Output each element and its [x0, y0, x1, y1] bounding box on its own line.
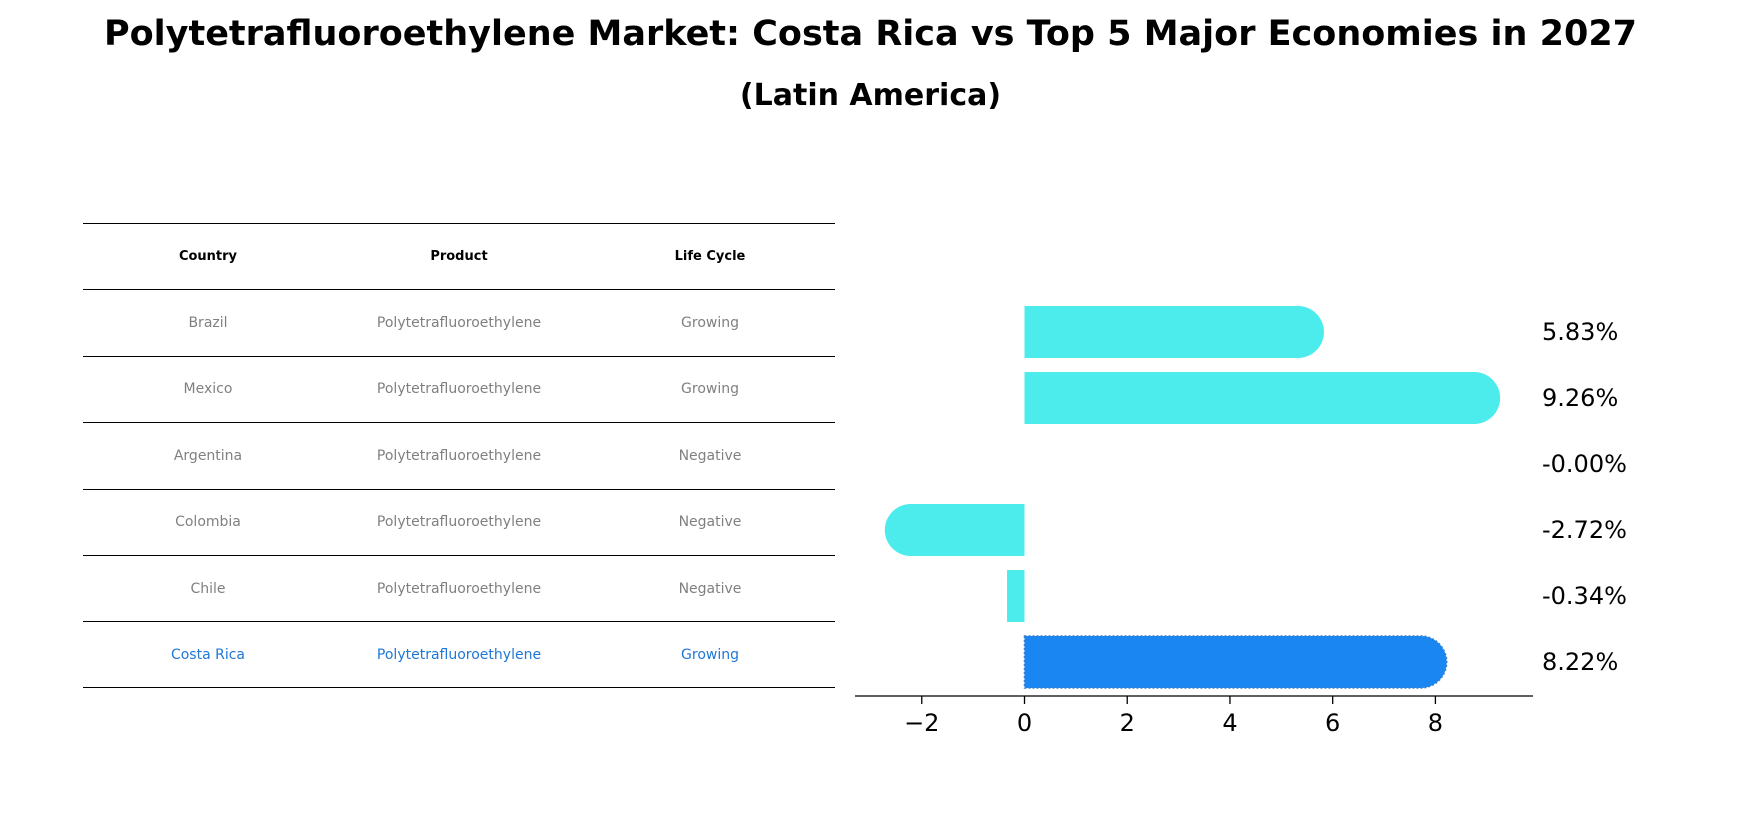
table-row: Colombia Polytetrafluoroethylene Negativ…: [83, 488, 835, 555]
x-tick-label: 8: [1428, 709, 1443, 737]
country-cell: Colombia: [175, 514, 241, 531]
product-cell: Polytetrafluoroethylene: [376, 381, 542, 398]
x-tick-label: 2: [1120, 709, 1135, 737]
product-cell: Polytetrafluoroethylene: [376, 315, 542, 332]
x-tick-label: 6: [1325, 709, 1340, 737]
x-tick-label: 0: [1017, 709, 1032, 737]
header-product: Product: [430, 249, 488, 265]
bar-brazil: [1024, 306, 1324, 358]
value-label: 9.26%: [1542, 384, 1618, 412]
x-tick-label: 4: [1222, 709, 1237, 737]
table-row-highlighted: Costa Rica Polytetrafluoroethylene Growi…: [83, 621, 835, 688]
value-label: 8.22%: [1542, 648, 1618, 676]
country-cell: Mexico: [183, 381, 233, 398]
product-cell: Polytetrafluoroethylene: [376, 514, 542, 531]
table-row: Chile Polytetrafluoroethylene Negative: [83, 554, 835, 621]
country-table: Country Product Life Cycle Brazil Polyte…: [83, 223, 835, 688]
table-header-row: Country Product Life Cycle: [83, 223, 835, 289]
bar-chile: [1007, 570, 1025, 622]
table-row: Mexico Polytetrafluoroethylene Growing: [83, 355, 835, 422]
bar-colombia: [884, 504, 1025, 556]
life-cycle-cell: Growing: [681, 646, 739, 663]
life-cycle-cell: Negative: [678, 514, 742, 531]
header-country: Country: [178, 249, 238, 265]
life-cycle-cell: Negative: [678, 447, 742, 464]
country-cell: Costa Rica: [170, 646, 246, 663]
value-label: -0.34%: [1542, 582, 1627, 610]
value-label: -0.00%: [1542, 450, 1627, 478]
table-row: Argentina Polytetrafluoroethylene Negati…: [83, 422, 835, 488]
chart-title: Polytetrafluoroethylene Market: Costa Ri…: [103, 14, 1638, 54]
product-cell: Polytetrafluoroethylene: [376, 646, 542, 663]
country-cell: Brazil: [188, 315, 228, 332]
chart-subtitle: (Latin America): [739, 78, 1002, 113]
life-cycle-cell: Negative: [678, 580, 742, 597]
header-life-cycle: Life Cycle: [674, 249, 746, 265]
x-tick-label: −2: [904, 709, 939, 737]
value-label: -2.72%: [1542, 516, 1627, 544]
bar-mexico: [1024, 372, 1501, 424]
product-cell: Polytetrafluoroethylene: [376, 447, 542, 464]
life-cycle-cell: Growing: [681, 315, 739, 332]
country-cell: Chile: [190, 580, 226, 597]
bar-costa-rica: [1023, 635, 1448, 689]
country-cell: Argentina: [173, 447, 243, 464]
table-row: Brazil Polytetrafluoroethylene Growing: [83, 289, 835, 355]
life-cycle-cell: Growing: [681, 381, 739, 398]
value-label: 5.83%: [1542, 318, 1618, 346]
product-cell: Polytetrafluoroethylene: [376, 580, 542, 597]
